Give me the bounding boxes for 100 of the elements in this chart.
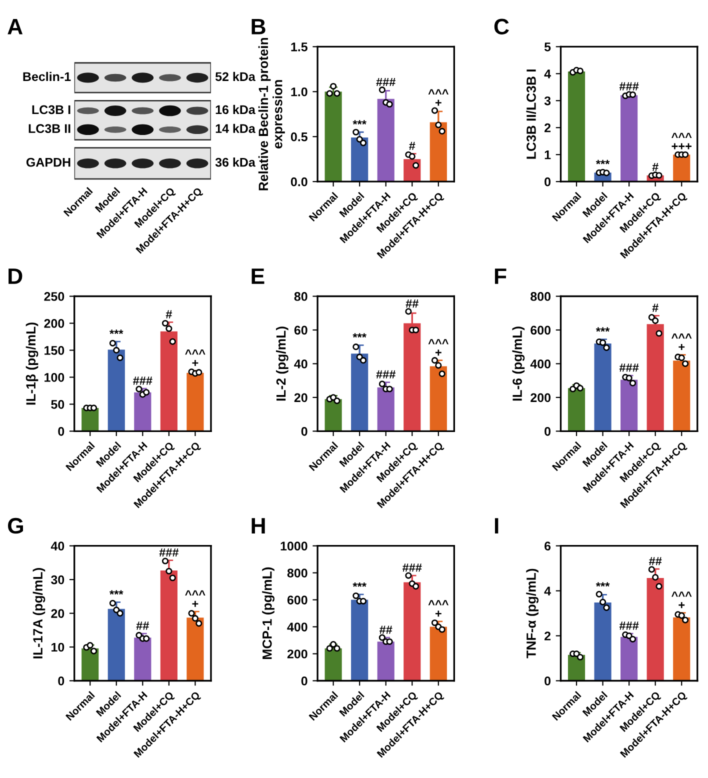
chart-title: E bbox=[252, 268, 264, 284]
y-tick-label: 1.5 bbox=[291, 42, 308, 52]
annotation: ## bbox=[406, 300, 419, 308]
y-tick-label: 20 bbox=[51, 609, 64, 618]
annotation: ^^^ + bbox=[185, 349, 206, 366]
y-tick-label: 4 bbox=[544, 586, 551, 596]
y-tick-label: 200 bbox=[44, 319, 64, 328]
annotation: # bbox=[166, 310, 172, 318]
bar bbox=[594, 602, 612, 681]
chart-title: F bbox=[494, 268, 506, 284]
bar bbox=[82, 408, 99, 432]
y-tick-label: 40 bbox=[50, 542, 64, 550]
annotation: ## bbox=[379, 626, 392, 634]
y-tick-label: 2 bbox=[544, 632, 551, 640]
y-tick-label: 800 bbox=[530, 292, 551, 301]
bar bbox=[134, 392, 152, 432]
chart-title: G bbox=[8, 518, 23, 534]
y-tick-label: 0 bbox=[544, 426, 551, 436]
y-tick-label: 50 bbox=[51, 400, 64, 409]
chart-title: D bbox=[8, 268, 22, 284]
bar bbox=[108, 350, 125, 432]
text: 16 kDa bbox=[216, 104, 256, 114]
y-tick-label: 1.0 bbox=[291, 87, 308, 96]
annotation: ^^^ + bbox=[672, 334, 692, 350]
annotation: ### bbox=[159, 548, 179, 557]
y-axis-title: IL-2 (pg/mL) bbox=[276, 326, 288, 401]
bar bbox=[160, 570, 178, 681]
y-tick-label: 1000 bbox=[280, 542, 308, 550]
bar bbox=[620, 380, 638, 432]
annotation: ^^^ + bbox=[672, 592, 692, 608]
y-tick-label: 100 bbox=[44, 373, 64, 382]
bar bbox=[377, 387, 394, 432]
y-tick-label: 400 bbox=[530, 360, 551, 368]
y-tick-label: 80 bbox=[294, 292, 308, 301]
bar bbox=[430, 366, 447, 432]
annotation: ### bbox=[376, 78, 396, 86]
bar bbox=[351, 138, 368, 182]
y-tick-label: 400 bbox=[287, 622, 308, 632]
text: 52 kDa bbox=[215, 72, 256, 82]
y-tick-label: 4 bbox=[544, 70, 551, 78]
y-tick-label: 40 bbox=[294, 360, 308, 368]
y-tick-label: 0 bbox=[544, 676, 551, 686]
annotation: *** bbox=[352, 120, 366, 125]
bar bbox=[160, 331, 178, 432]
y-tick-label: 200 bbox=[287, 650, 308, 658]
bar bbox=[186, 372, 204, 432]
y-tick-label: 10 bbox=[52, 642, 64, 652]
chart-title: I bbox=[494, 518, 498, 534]
annotation: *** bbox=[596, 160, 610, 164]
y-axis-title: TNF-α (pg/mL) bbox=[526, 568, 539, 658]
bar bbox=[430, 626, 447, 681]
y-tick-label: 1 bbox=[544, 150, 551, 160]
annotation: ## bbox=[136, 622, 150, 630]
annotation: ### bbox=[376, 370, 396, 378]
annotation: *** bbox=[596, 582, 610, 587]
text: A bbox=[8, 19, 23, 34]
annotation: ^^^ + bbox=[428, 339, 448, 356]
annotation: *** bbox=[352, 333, 366, 338]
annotation: ### bbox=[619, 364, 639, 372]
text: Beclin-1 bbox=[23, 72, 71, 82]
y-tick-label: 600 bbox=[287, 596, 308, 604]
y-tick-label: 2 bbox=[544, 123, 551, 132]
text: LC3B II bbox=[28, 124, 70, 134]
annotation: ^^^ +++ bbox=[672, 132, 692, 150]
y-tick-label: 0.5 bbox=[290, 132, 308, 142]
y-axis-title: Relative Beclin-1 protein expression bbox=[258, 38, 285, 190]
annotation: *** bbox=[110, 590, 124, 595]
annotation: # bbox=[409, 142, 416, 150]
y-tick-label: 6 bbox=[544, 542, 551, 550]
y-tick-label: 0 bbox=[301, 426, 308, 436]
annotation: ^^^ + bbox=[428, 600, 448, 617]
y-tick-label: 0 bbox=[544, 177, 551, 186]
y-tick-label: 60 bbox=[294, 326, 308, 335]
y-tick-label: 20 bbox=[294, 393, 308, 402]
y-axis-title: IL-6 (pg/mL) bbox=[512, 326, 525, 401]
annotation: *** bbox=[596, 327, 610, 332]
bar bbox=[594, 343, 612, 432]
chart-title: C bbox=[494, 18, 509, 35]
y-tick-label: 0.0 bbox=[290, 177, 308, 186]
annotation: ### bbox=[133, 376, 152, 385]
text: GAPDH bbox=[26, 158, 70, 167]
annotation: ### bbox=[619, 82, 639, 90]
bar bbox=[134, 638, 152, 681]
chart-title: H bbox=[252, 518, 265, 534]
bar bbox=[82, 648, 99, 681]
y-tick-label: 0 bbox=[58, 676, 64, 686]
bar bbox=[568, 654, 586, 681]
annotation: ### bbox=[619, 622, 639, 630]
y-tick-label: 0 bbox=[301, 676, 308, 686]
y-tick-label: 200 bbox=[530, 393, 551, 402]
bar bbox=[568, 388, 586, 432]
bar bbox=[620, 95, 638, 182]
y-tick-label: 600 bbox=[530, 326, 551, 335]
y-axis-title: IL-17A (pg/mL) bbox=[32, 568, 46, 658]
y-axis-title: MCP-1 (pg/mL) bbox=[262, 567, 274, 659]
annotation: *** bbox=[352, 582, 366, 587]
text: 36 kDa bbox=[215, 158, 256, 167]
annotation: # bbox=[652, 162, 658, 172]
bar bbox=[404, 159, 421, 182]
bar bbox=[377, 642, 394, 681]
